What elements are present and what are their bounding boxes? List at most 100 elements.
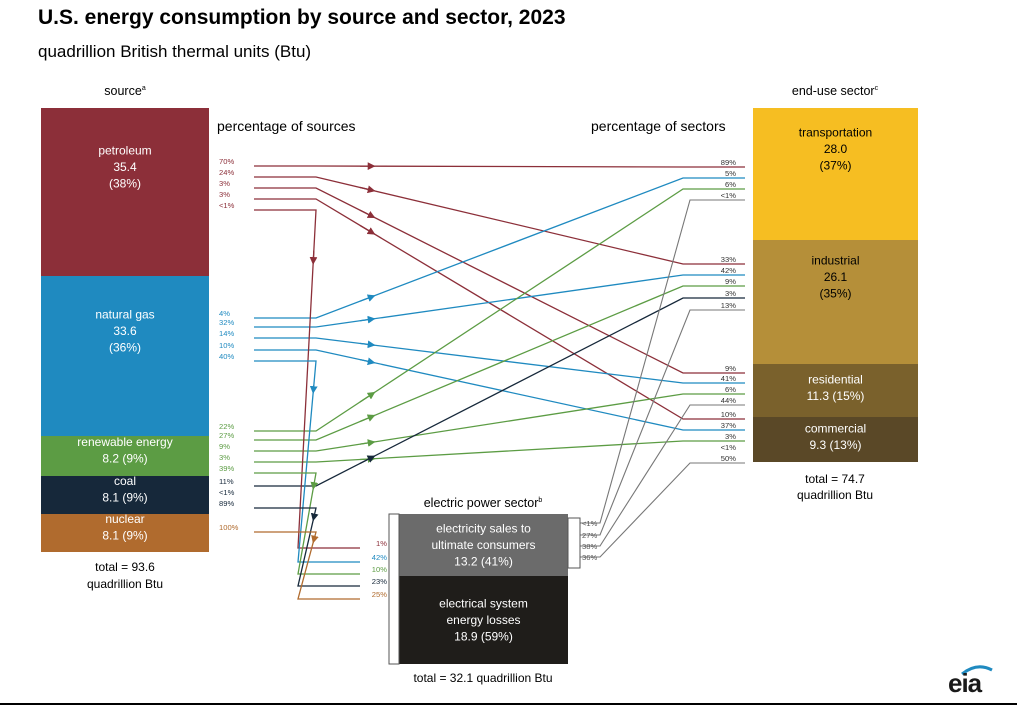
source-box-natural-gas	[41, 276, 209, 436]
bottom-rule	[0, 703, 1017, 705]
sector-industrial-pct-0: 33%	[721, 255, 736, 264]
sector-transportation-pct-0: 89%	[721, 158, 736, 167]
flow-renewable-to-residential-arrow	[359, 439, 376, 447]
sector-transportation-pct-1: 5%	[725, 169, 736, 178]
electric-header-sup: b	[538, 497, 542, 504]
flow-natural-gas-to-industrial	[254, 274, 745, 328]
source-label-renewable-line-1: 8.2 (9%)	[102, 451, 147, 465]
electric-total: total = 32.1 quadrillion Btu	[413, 671, 552, 685]
flow-nuclear-to-electric-arrow	[311, 534, 319, 544]
flow-natural-gas-to-electric	[254, 360, 360, 563]
flow-electricity-to-commercial	[580, 462, 745, 558]
source-coal-pct-0: 11%	[219, 477, 234, 486]
source-natural-gas-pct-2: 14%	[219, 329, 234, 338]
sector-label-industrial-line-0: industrial	[811, 254, 859, 268]
electric-output-pct-2: 38%	[582, 542, 597, 551]
source-header-sup: a	[142, 85, 146, 92]
source-label-natural-gas-line-1: 33.6	[113, 324, 137, 338]
flow-coal-to-electric-arrow	[310, 512, 319, 522]
source-natural-gas-pct-0: 4%	[219, 309, 230, 318]
flow-coal-to-electric	[254, 507, 360, 587]
flow-natural-gas-to-electric-arrow	[309, 385, 318, 394]
sector-commercial-pct-3: <1%	[721, 443, 737, 452]
sector-residential-pct-3: 44%	[721, 396, 736, 405]
electric-input-pct-4: 25%	[372, 590, 387, 599]
sector-header-sup: c	[875, 85, 879, 92]
pct-sectors-label: percentage of sectors	[591, 118, 726, 134]
chart-subtitle: quadrillion British thermal units (Btu)	[38, 42, 312, 61]
sector-total-value: total = 74.7	[805, 472, 865, 486]
electric-input-pct-1: 42%	[372, 553, 387, 562]
flow-petroleum-to-commercial-arrow	[359, 224, 376, 235]
source-coal-pct-2: 89%	[219, 499, 234, 508]
source-petroleum-pct-1: 24%	[219, 168, 234, 177]
sector-industrial-pct-3: 3%	[725, 289, 736, 298]
source-label-petroleum-line-0: petroleum	[98, 144, 151, 158]
flow-natural-gas-to-industrial-arrow	[359, 315, 376, 324]
sector-header: end-use sectorc	[792, 84, 879, 98]
flow-petroleum-to-industrial	[254, 176, 745, 265]
sector-label-transportation-line-1: 28.0	[824, 142, 848, 156]
flow-electricity-to-residential	[580, 404, 745, 547]
source-nuclear-pct-0: 100%	[219, 523, 239, 532]
sector-commercial-pct-1: 37%	[721, 421, 736, 430]
flow-petroleum-to-residential-arrow	[359, 209, 376, 219]
flow-petroleum-to-residential	[254, 187, 745, 374]
source-label-coal-line-1: 8.1 (9%)	[102, 490, 147, 504]
sector-industrial-pct-1: 42%	[721, 266, 736, 275]
sector-label-transportation-line-0: transportation	[799, 126, 872, 140]
source-renewable-pct-0: 22%	[219, 422, 234, 431]
sector-residential-pct-0: 9%	[725, 364, 736, 373]
source-petroleum-pct-0: 70%	[219, 157, 234, 166]
source-label-petroleum-line-2: (38%)	[109, 177, 141, 191]
source-petroleum-pct-3: 3%	[219, 190, 230, 199]
source-petroleum-pct-4: <1%	[219, 201, 235, 210]
flow-electricity-to-transportation	[580, 199, 745, 524]
electric-output-pct-0: <1%	[582, 519, 598, 528]
sector-residential-pct-2: 6%	[725, 385, 736, 394]
source-label-petroleum-line-1: 35.4	[113, 160, 137, 174]
sector-label-industrial-line-1: 26.1	[824, 270, 848, 284]
flow-petroleum-to-electric-arrow	[309, 250, 318, 265]
flow-electricity-to-industrial	[580, 309, 745, 536]
flow-renewable-to-industrial	[254, 285, 745, 441]
source-box-coal	[41, 476, 209, 514]
flow-renewable-to-transportation	[254, 188, 745, 432]
sector-box-residential	[753, 364, 918, 417]
sector-transportation-pct-3: <1%	[721, 191, 737, 200]
source-total-value: total = 93.6	[95, 560, 155, 574]
sector-box-industrial	[753, 240, 918, 364]
electric-input-bracket	[388, 513, 400, 665]
flow-natural-gas-to-transportation	[254, 177, 745, 319]
flow-renewable-to-transportation-arrow	[359, 391, 376, 403]
flow-renewable-to-electric-arrow	[310, 481, 319, 490]
source-coal-pct-1: <1%	[219, 488, 235, 497]
flow-renewable-to-residential	[254, 393, 745, 452]
electric-losses-label-line-1: energy losses	[446, 613, 520, 627]
electric-sales-label-line-1: ultimate consumers	[431, 538, 535, 552]
source-label-renewable-line-0: renewable energy	[77, 435, 172, 449]
flow-renewable-to-industrial-arrow	[359, 414, 376, 423]
electric-input-pct-0: 1%	[376, 539, 387, 548]
flow-renewable-to-electric	[254, 472, 360, 575]
sector-industrial-pct-4: 13%	[721, 301, 736, 310]
sector-label-transportation-line-2: (37%)	[819, 159, 851, 173]
flow-petroleum-to-commercial	[254, 198, 745, 420]
sector-industrial-pct-2: 9%	[725, 277, 736, 286]
electric-output-pct-3: 36%	[582, 553, 597, 562]
electric-losses-box	[399, 576, 568, 664]
sector-total-unit: quadrillion Btu	[797, 488, 873, 502]
flow-natural-gas-to-commercial	[254, 349, 745, 431]
sector-label-commercial-line-1: 9.3 (13%)	[809, 438, 861, 452]
source-label-nuclear-line-0: nuclear	[105, 512, 144, 526]
flow-nuclear-to-electric	[254, 531, 360, 600]
sector-commercial-pct-2: 3%	[725, 432, 736, 441]
source-box-petroleum	[41, 108, 209, 276]
source-total-unit: quadrillion Btu	[87, 577, 163, 591]
chart-title: U.S. energy consumption by source and se…	[38, 6, 566, 29]
source-renewable-pct-2: 9%	[219, 442, 230, 451]
sector-label-commercial-line-0: commercial	[805, 421, 866, 435]
flow-petroleum-to-transportation	[254, 165, 745, 168]
flow-natural-gas-to-residential	[254, 337, 745, 384]
